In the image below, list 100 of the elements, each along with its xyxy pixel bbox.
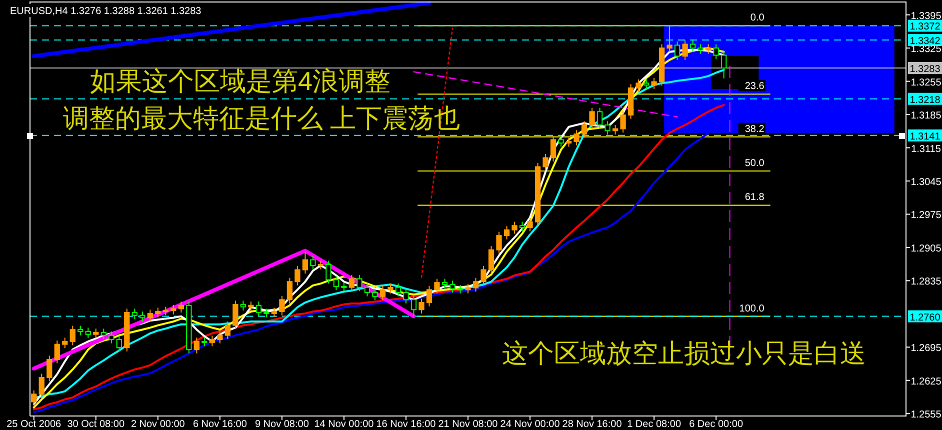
x-tick-label: 6 Dec 00:00 [689, 419, 744, 430]
candlestick [434, 278, 440, 294]
annotation: 61.8 [744, 192, 765, 204]
x-tick-label: 24 Nov 00:00 [500, 419, 560, 430]
y-tick-label: 1.2835 [910, 276, 942, 288]
x-tick-label: 30 Oct 08:00 [67, 419, 125, 430]
candlestick [271, 307, 278, 318]
candlestick [194, 337, 200, 354]
candlestick [651, 77, 657, 90]
candlestick [224, 321, 231, 340]
candlestick [279, 295, 285, 316]
candlestick [643, 78, 650, 90]
candlestick [31, 390, 37, 406]
candlestick [566, 137, 572, 148]
y-tick-label: 1.3255 [910, 77, 942, 88]
candlestick [418, 298, 424, 314]
candlestick [170, 304, 176, 315]
candlestick [93, 328, 99, 339]
annotation: 这个区域放空止损过小只是白送 [502, 338, 866, 368]
candlestick [46, 355, 52, 382]
y-tick-label: 1.3045 [910, 176, 942, 188]
candlestick [596, 107, 603, 130]
candlestick [54, 340, 60, 364]
candlestick [574, 130, 580, 146]
candlestick [70, 325, 76, 346]
candlestick [512, 221, 518, 234]
candlestick [116, 335, 122, 352]
candlestick [666, 25, 672, 52]
candlestick [636, 78, 642, 92]
y-tick-label: 1.3325 [910, 44, 942, 56]
annotation: 100.0 [739, 303, 765, 314]
candlestick [132, 308, 138, 320]
x-tick-label: 14 Nov 00:00 [314, 419, 374, 430]
ref-line-label: 1.2760 [910, 312, 941, 324]
candlestick [542, 153, 548, 172]
candlestick [248, 301, 254, 312]
candlestick [720, 50, 727, 79]
candlestick [217, 330, 223, 344]
candlestick [333, 275, 340, 291]
candlestick [550, 135, 556, 162]
candlestick [100, 328, 106, 340]
y-tick-label: 1.2975 [910, 210, 942, 222]
candlestick [519, 221, 526, 232]
candlestick [38, 373, 44, 398]
candlestick [442, 278, 448, 289]
x-tick-label: 21 Nov 08:00 [438, 419, 498, 430]
candlestick [527, 218, 533, 232]
y-tick-label: 1.3395 [910, 10, 942, 22]
candlestick [465, 284, 471, 294]
candlestick [674, 40, 680, 60]
candlestick [294, 265, 300, 286]
candlestick [410, 295, 417, 317]
y-tick-label: 1.2905 [910, 243, 942, 254]
candlestick [472, 277, 479, 292]
x-tick-label: 25 Oct 2006 [6, 419, 62, 430]
candlestick [690, 40, 696, 52]
candlestick [388, 283, 394, 294]
candlestick [240, 300, 246, 312]
candlestick [372, 288, 378, 301]
y-tick-label: 1.3185 [910, 110, 942, 122]
candlestick [682, 40, 688, 60]
x-tick-label: 6 Nov 16:00 [192, 419, 248, 430]
y-tick-label: 1.2695 [910, 343, 942, 354]
candlestick [62, 337, 68, 349]
candlestick [698, 44, 704, 54]
y-tick-label: 1.2555 [910, 410, 942, 421]
annotation: 0.0 [750, 12, 765, 24]
candlestick [348, 274, 355, 292]
candlestick [604, 120, 610, 135]
candlestick [310, 256, 316, 270]
annotation: 38.2 [744, 124, 765, 135]
annotation: 50.0 [744, 158, 765, 170]
candlestick [380, 285, 386, 301]
x-tick-label: 1 Dec 08:00 [627, 419, 682, 430]
candlestick [155, 307, 161, 318]
candlestick [403, 288, 409, 304]
candlestick [488, 246, 494, 274]
candlestick [356, 274, 362, 292]
x-tick-label: 2 Nov 00:00 [130, 419, 186, 430]
candlestick [286, 277, 293, 304]
candlestick [364, 283, 370, 297]
candlestick [232, 300, 238, 330]
candlestick [209, 335, 215, 347]
x-tick-label: 28 Nov 16:00 [562, 419, 622, 430]
candlestick [178, 301, 184, 313]
candlestick [85, 327, 91, 339]
annotation: 23.6 [744, 81, 765, 92]
candlestick [108, 330, 114, 344]
ref-line-label: 1.3283 [910, 64, 941, 75]
candlestick [558, 135, 564, 148]
candlestick [620, 110, 626, 134]
y-tick-label: 1.2625 [910, 376, 942, 388]
annotation: 调整的最大特征是什么 上下震荡也 [63, 103, 460, 133]
x-tick-label: 9 Nov 08:00 [254, 419, 310, 430]
candlestick [450, 280, 456, 294]
ref-line-label: 1.3372 [910, 22, 941, 33]
y-tick-label: 1.3115 [911, 144, 942, 155]
candlestick [496, 231, 502, 254]
candlestick [504, 226, 510, 240]
annotation: 如果这个区域是第4浪调整 [90, 66, 390, 96]
